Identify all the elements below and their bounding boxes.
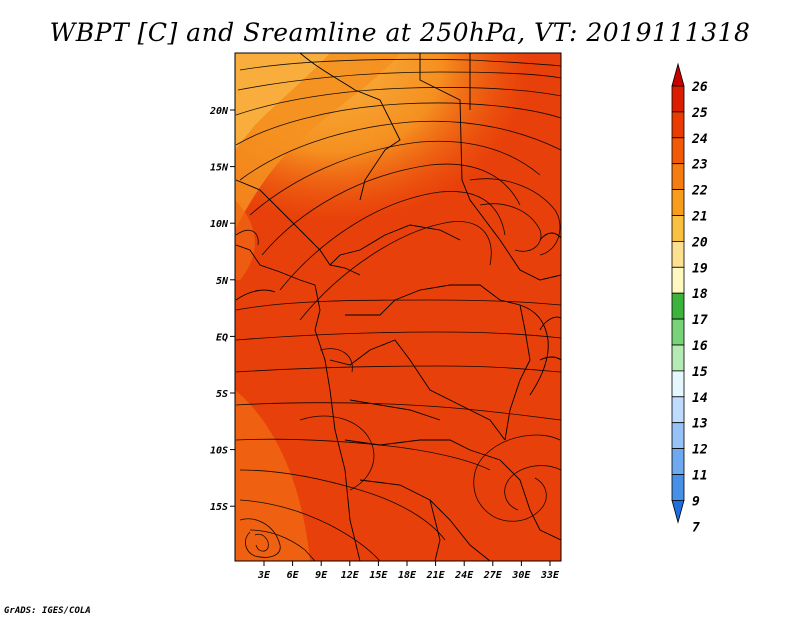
colorbar-label: 26 xyxy=(691,80,708,95)
colorbar-label: 22 xyxy=(691,184,708,199)
streamlines xyxy=(235,58,561,561)
map-west-coast-zone xyxy=(235,200,255,280)
colorbar-label: 23 xyxy=(691,158,708,173)
longitude-axis: 3E 6E 9E 12E 15E 18E 21E 24E 27E 30E 33E xyxy=(257,561,560,581)
political-borders xyxy=(235,53,561,561)
lon-tick-label: 3E xyxy=(257,570,271,581)
colorbar-label: 15 xyxy=(692,365,708,380)
lat-tick-label: 10N xyxy=(210,219,229,230)
colorbar-label: 12 xyxy=(692,443,708,458)
map-frame xyxy=(234,52,562,562)
lat-tick-label: EQ xyxy=(216,332,228,343)
lat-tick-label: 15N xyxy=(210,163,229,174)
colorbar-label: 19 xyxy=(692,261,708,276)
colorbar-segment xyxy=(671,111,685,139)
colorbar-label: 14 xyxy=(692,391,708,406)
colorbar-segment xyxy=(671,215,685,242)
colorbar-segment xyxy=(671,396,685,424)
colorbar-label: 21 xyxy=(691,210,708,225)
colorbar-label: 9 xyxy=(692,494,700,509)
lat-tick-label: 5N xyxy=(216,276,229,287)
lat-tick-label: 10S xyxy=(210,446,228,457)
lon-tick-label: 9E xyxy=(315,570,328,581)
colorbar-segment xyxy=(671,137,685,165)
colorbar-top-arrow xyxy=(671,62,685,87)
credit-label: GrADS: IGES/COLA xyxy=(4,606,91,616)
lon-tick-label: 18E xyxy=(398,570,417,581)
colorbar-segment xyxy=(671,292,685,320)
lon-tick-label: 12E xyxy=(341,570,360,581)
lon-tick-label: 21E xyxy=(426,570,446,581)
colorbar-segment xyxy=(671,85,685,113)
lat-tick-label: 15S xyxy=(210,502,228,513)
colorbar-segment xyxy=(671,474,685,501)
lat-tick-label: 20N xyxy=(209,106,229,117)
colorbar-label: 18 xyxy=(692,287,708,302)
colorbar-bottom-arrow xyxy=(671,499,685,524)
map-southwest-zone xyxy=(235,390,310,561)
colorbar-label: 13 xyxy=(692,417,708,432)
colorbar-segment xyxy=(671,370,685,398)
lon-tick-label: 27E xyxy=(483,570,503,581)
colorbar-segment xyxy=(671,266,685,294)
colorbar-segment xyxy=(671,189,685,216)
colorbar-segment xyxy=(671,163,685,190)
colorbar-label: 7 xyxy=(692,520,700,535)
lat-tick-label: 5S xyxy=(216,389,228,400)
colorbar-segment xyxy=(671,448,685,475)
colorbar-segment xyxy=(671,240,685,268)
map-panel xyxy=(235,53,561,561)
map-northwest-pale-zone xyxy=(235,53,330,150)
colorbar-segment xyxy=(671,422,685,450)
latitude-axis: 20N 15N 10N 5N EQ 5S 10S 15S xyxy=(209,106,235,513)
colorbar-label: 17 xyxy=(692,313,708,328)
colorbar-segment xyxy=(671,318,685,346)
colorbar: 26 25 24 23 22 21 20 19 18 17 16 15 14 13 12 11 9 7 xyxy=(671,62,708,535)
colorbar-segment xyxy=(671,344,685,372)
lon-tick-label: 15E xyxy=(369,570,388,581)
chart-title: WBPT [C] and Sreamline at 250hPa, VT: 20… xyxy=(50,18,751,47)
lon-tick-label: 33E xyxy=(540,570,560,581)
colorbar-label: 11 xyxy=(692,469,708,484)
colorbar-label: 24 xyxy=(691,132,708,147)
colorbar-label: 20 xyxy=(691,235,708,250)
lon-tick-label: 24E xyxy=(454,570,474,581)
colorbar-label: 25 xyxy=(691,106,708,121)
lon-tick-label: 6E xyxy=(287,570,300,581)
lon-tick-label: 30E xyxy=(511,570,531,581)
colorbar-label: 16 xyxy=(692,339,708,354)
